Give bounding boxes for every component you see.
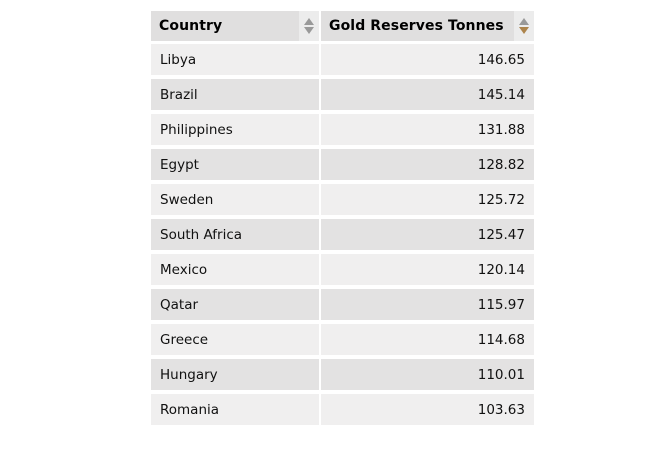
gold-reserves-value-cell: 115.97 xyxy=(321,289,534,324)
header-row: Country Gold Reserves Tonnes xyxy=(151,11,534,44)
table-row: Libya 146.65 xyxy=(151,44,534,79)
sort-ascending-icon xyxy=(519,18,529,25)
gold-reserves-value-cell: 120.14 xyxy=(321,254,534,289)
country-cell: Qatar xyxy=(151,289,321,324)
sort-toggle-gold-reserves[interactable] xyxy=(514,11,534,41)
table-row: South Africa 125.47 xyxy=(151,219,534,254)
country-header-label: Country xyxy=(159,18,223,34)
table-row: Sweden 125.72 xyxy=(151,184,534,219)
sort-descending-icon-active xyxy=(519,27,529,34)
country-cell: Hungary xyxy=(151,359,321,394)
country-cell: Libya xyxy=(151,44,321,79)
gold-reserves-value-cell: 125.72 xyxy=(321,184,534,219)
gold-reserves-value-cell: 145.14 xyxy=(321,79,534,114)
table-row: Egypt 128.82 xyxy=(151,149,534,184)
gold-reserves-value-cell: 103.63 xyxy=(321,394,534,429)
country-cell: Philippines xyxy=(151,114,321,149)
table-row: Hungary 110.01 xyxy=(151,359,534,394)
table-body: Libya 146.65 Brazil 145.14 Philippines 131.88… xyxy=(151,44,534,429)
gold-reserves-value-cell: 128.82 xyxy=(321,149,534,184)
country-cell: Sweden xyxy=(151,184,321,219)
gold-reserves-value-cell: 114.68 xyxy=(321,324,534,359)
country-cell: Romania xyxy=(151,394,321,429)
sort-toggle-country[interactable] xyxy=(299,11,319,41)
gold-reserves-table-container: Country Gold Reserves Tonnes xyxy=(151,11,534,429)
country-cell: Egypt xyxy=(151,149,321,184)
country-cell: Greece xyxy=(151,324,321,359)
gold-reserves-header-label: Gold Reserves Tonnes xyxy=(329,18,504,34)
gold-reserves-value-cell: 146.65 xyxy=(321,44,534,79)
gold-reserves-table: Country Gold Reserves Tonnes xyxy=(151,11,534,429)
table-row: Qatar 115.97 xyxy=(151,289,534,324)
table-row: Philippines 131.88 xyxy=(151,114,534,149)
country-cell: South Africa xyxy=(151,219,321,254)
column-header-gold-reserves[interactable]: Gold Reserves Tonnes xyxy=(321,11,534,44)
table-row: Romania 103.63 xyxy=(151,394,534,429)
table-header: Country Gold Reserves Tonnes xyxy=(151,11,534,44)
sort-ascending-icon xyxy=(304,18,314,25)
column-header-country[interactable]: Country xyxy=(151,11,321,44)
table-row: Greece 114.68 xyxy=(151,324,534,359)
gold-reserves-value-cell: 125.47 xyxy=(321,219,534,254)
table-row: Mexico 120.14 xyxy=(151,254,534,289)
sort-descending-icon xyxy=(304,27,314,34)
country-cell: Brazil xyxy=(151,79,321,114)
table-row: Brazil 145.14 xyxy=(151,79,534,114)
gold-reserves-value-cell: 110.01 xyxy=(321,359,534,394)
country-cell: Mexico xyxy=(151,254,321,289)
gold-reserves-value-cell: 131.88 xyxy=(321,114,534,149)
